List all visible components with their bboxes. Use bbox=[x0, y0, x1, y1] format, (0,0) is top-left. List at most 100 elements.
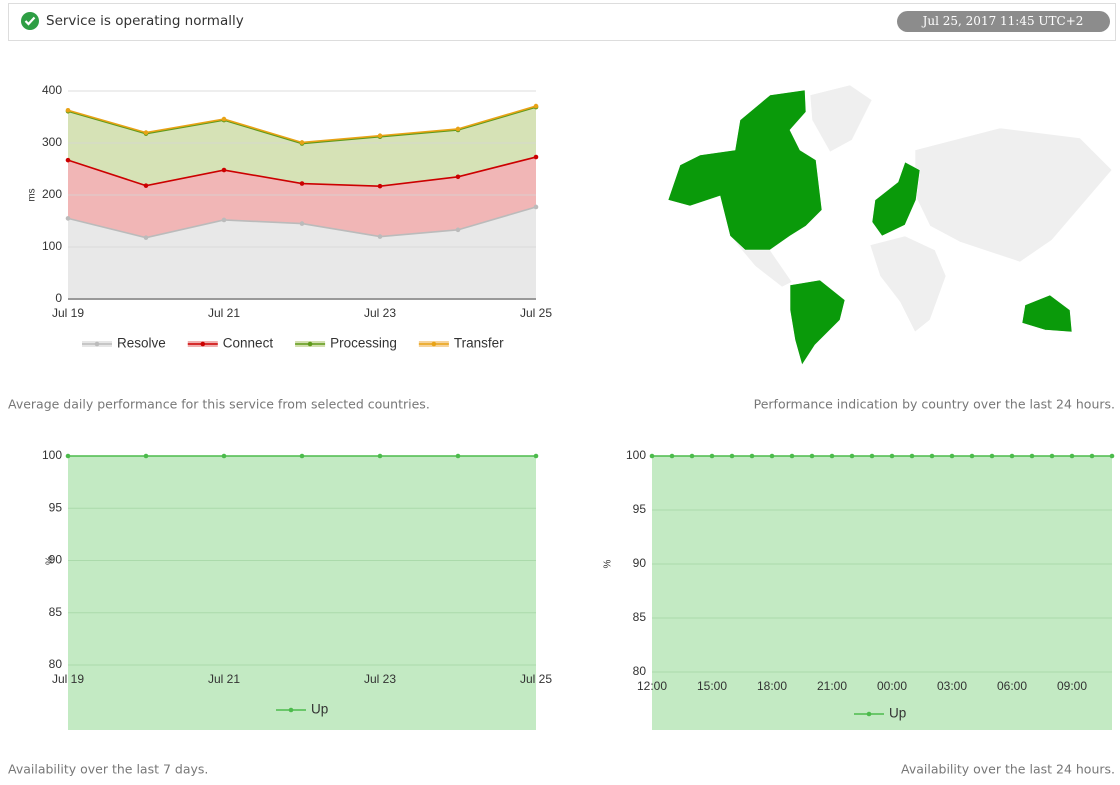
data-point bbox=[669, 453, 675, 459]
data-point bbox=[1009, 453, 1015, 459]
legend-dot bbox=[94, 341, 100, 347]
y-axis-label: % bbox=[603, 559, 614, 568]
data-point bbox=[949, 453, 955, 459]
y-tick-label: 100 bbox=[42, 239, 62, 253]
data-point bbox=[533, 154, 539, 160]
data-point bbox=[377, 453, 383, 459]
legend-label: Connect bbox=[223, 336, 274, 351]
legend-dot bbox=[307, 341, 313, 347]
x-tick-label: Jul 25 bbox=[520, 672, 552, 686]
region bbox=[789, 279, 846, 366]
y-tick-label: 85 bbox=[49, 605, 63, 619]
timestamp: Jul 25, 2017 11:45 UTC+2 bbox=[921, 14, 1084, 28]
region bbox=[871, 161, 921, 237]
legend-dot bbox=[200, 341, 206, 347]
y-tick-label: 95 bbox=[49, 500, 63, 514]
y-tick-label: 95 bbox=[633, 502, 647, 516]
y-tick-label: 90 bbox=[49, 553, 63, 567]
data-point bbox=[65, 216, 71, 221]
y-tick-label: 400 bbox=[42, 83, 62, 97]
y-tick-label: 80 bbox=[633, 664, 647, 678]
region bbox=[914, 127, 1113, 263]
x-tick-label: Jul 19 bbox=[52, 306, 84, 320]
y-axis-label: % bbox=[45, 556, 56, 565]
area-fill bbox=[68, 456, 536, 730]
data-point bbox=[829, 453, 835, 459]
world-map bbox=[667, 84, 1113, 366]
data-point bbox=[1049, 453, 1055, 459]
x-tick-label: 00:00 bbox=[877, 679, 907, 693]
legend-dot bbox=[431, 341, 437, 347]
x-tick-label: 15:00 bbox=[697, 679, 727, 693]
x-tick-label: Jul 21 bbox=[208, 306, 240, 320]
x-tick-label: 03:00 bbox=[937, 679, 967, 693]
region bbox=[1021, 294, 1073, 333]
data-point bbox=[143, 183, 149, 188]
chart: 80 85 90 95 100 12:00 15:00 18:00 21:00 00:00 03:0… bbox=[603, 448, 1115, 730]
y-tick-label: 300 bbox=[42, 135, 62, 149]
data-point bbox=[143, 235, 149, 240]
data-point bbox=[889, 453, 895, 459]
data-point bbox=[221, 217, 227, 223]
area-fill bbox=[68, 157, 536, 238]
y-tick-label: 100 bbox=[42, 448, 62, 462]
y-axis-label: ms bbox=[27, 188, 38, 201]
data-point bbox=[909, 453, 915, 459]
data-point bbox=[689, 453, 695, 459]
data-point bbox=[809, 453, 815, 459]
data-point bbox=[221, 116, 227, 122]
region bbox=[667, 89, 823, 251]
x-tick-label: 09:00 bbox=[1057, 679, 1087, 693]
chart: 0 100 200 300 400 Jul 19 Jul 21 Jul 23 Jul 25 ms R… bbox=[27, 83, 553, 350]
y-tick-label: 0 bbox=[55, 291, 62, 305]
legend-dot bbox=[866, 711, 872, 717]
x-tick-label: Jul 25 bbox=[520, 306, 552, 320]
caption: Average daily performance for this servi… bbox=[8, 397, 430, 412]
y-tick-label: 200 bbox=[42, 187, 62, 201]
timestamp-pill bbox=[897, 11, 1110, 32]
x-tick-label: 21:00 bbox=[817, 679, 847, 693]
legend-label: Up bbox=[889, 706, 906, 721]
data-point bbox=[1029, 453, 1035, 459]
data-point bbox=[849, 453, 855, 459]
data-point bbox=[455, 174, 461, 180]
data-point bbox=[533, 204, 539, 210]
data-point bbox=[455, 126, 461, 132]
region bbox=[869, 235, 947, 333]
data-point bbox=[299, 140, 305, 145]
data-point bbox=[533, 453, 539, 459]
data-point bbox=[377, 183, 383, 189]
legend-label: Resolve bbox=[117, 336, 166, 351]
data-point bbox=[769, 453, 775, 459]
legend-dot bbox=[288, 707, 294, 713]
data-point bbox=[377, 234, 383, 239]
data-point bbox=[749, 453, 755, 459]
data-point bbox=[65, 107, 71, 113]
data-point bbox=[1109, 453, 1115, 459]
data-point bbox=[377, 133, 383, 139]
caption: Availability over the last 24 hours. bbox=[901, 762, 1115, 777]
chart: 80 85 90 95 100 Jul 19 Jul 21 Jul 23 Jul 25% Up bbox=[42, 448, 552, 730]
y-tick-label: 100 bbox=[626, 448, 646, 462]
legend-label: Up bbox=[311, 702, 328, 717]
data-point bbox=[969, 453, 975, 459]
data-point bbox=[65, 453, 71, 459]
data-point bbox=[455, 453, 461, 459]
data-point bbox=[929, 453, 935, 459]
legend-label: Transfer bbox=[454, 336, 504, 351]
data-point bbox=[1089, 453, 1095, 459]
data-point bbox=[989, 453, 995, 459]
x-tick-label: Jul 21 bbox=[208, 672, 240, 686]
x-tick-label: Jul 19 bbox=[52, 672, 84, 686]
legend-label: Processing bbox=[330, 336, 397, 351]
region bbox=[809, 84, 873, 153]
data-point bbox=[299, 221, 305, 226]
data-point bbox=[729, 453, 735, 459]
x-tick-label: 06:00 bbox=[997, 679, 1027, 693]
x-tick-label: 18:00 bbox=[757, 679, 787, 693]
data-point bbox=[709, 453, 715, 459]
status-text: Service is operating normally bbox=[46, 13, 244, 29]
y-tick-label: 80 bbox=[49, 657, 63, 671]
caption: Availability over the last 7 days. bbox=[8, 762, 208, 777]
